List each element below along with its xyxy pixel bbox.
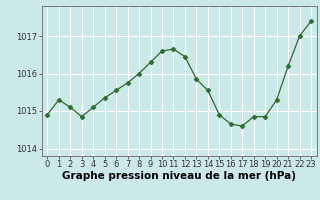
- X-axis label: Graphe pression niveau de la mer (hPa): Graphe pression niveau de la mer (hPa): [62, 171, 296, 181]
